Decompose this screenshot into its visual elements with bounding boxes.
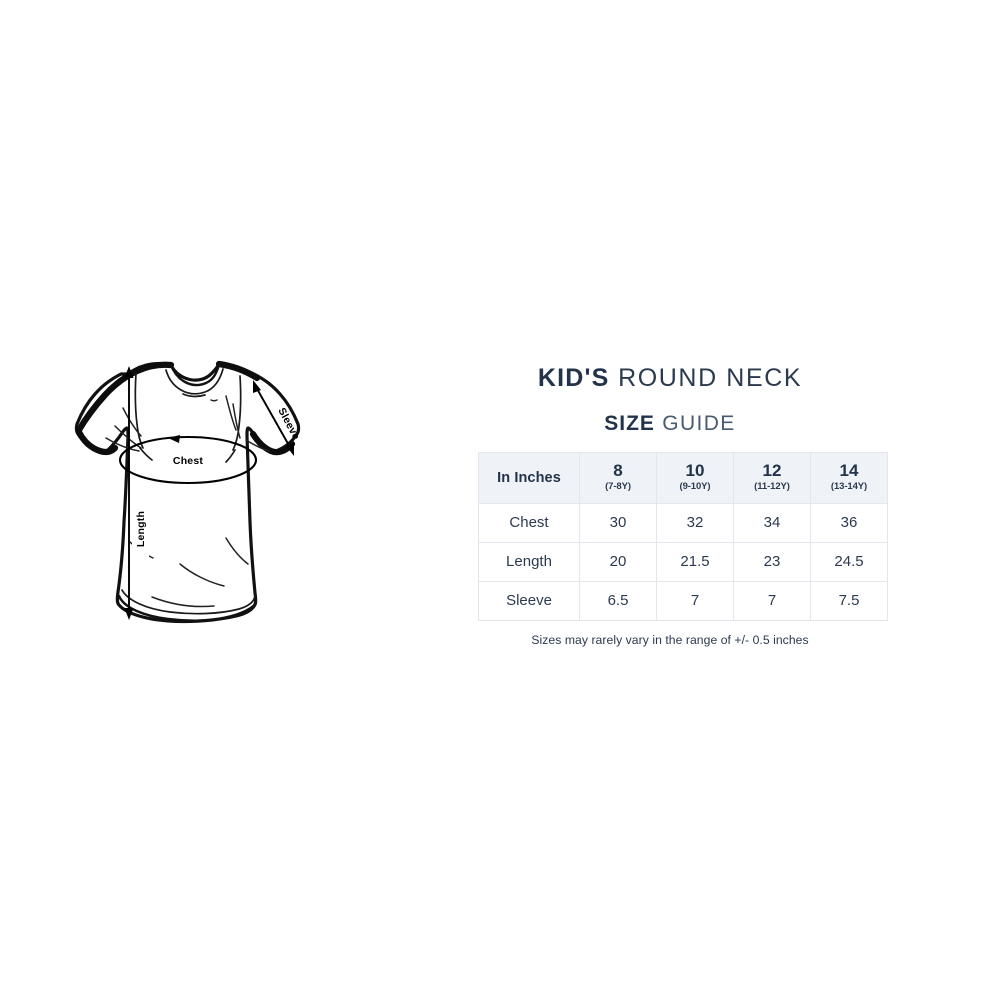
body-wrinkle-right bbox=[225, 537, 249, 565]
chest-value-14: 36 bbox=[810, 502, 888, 543]
left-fold-2 bbox=[114, 425, 142, 449]
size-header-cell-8: 8 (7-8Y) bbox=[579, 451, 657, 504]
length-value-12: 23 bbox=[733, 541, 811, 582]
page-subtitle-rest: GUIDE bbox=[662, 411, 736, 435]
size-variation-note: Sizes may rarely vary in the range of +/… bbox=[531, 632, 809, 647]
hem-outer bbox=[117, 594, 258, 622]
tshirt-left-sleeve-hem-heavy bbox=[75, 428, 119, 456]
size-header-age-8: (7-8Y) bbox=[605, 481, 631, 493]
table-row: Length 20 21.5 23 24.5 bbox=[478, 541, 888, 582]
sleeve-arrow-head-bottom bbox=[286, 443, 294, 456]
tshirt-sketch-svg: Chest Length Sleeve bbox=[74, 360, 302, 623]
length-label: Length bbox=[135, 511, 147, 547]
length-value-8: 20 bbox=[579, 541, 657, 582]
table-row: Sleeve 6.5 7 7 7.5 bbox=[478, 580, 888, 621]
size-header-number-8: 8 bbox=[613, 461, 623, 481]
unit-header-cell: In Inches bbox=[478, 451, 580, 504]
size-header-age-10: (9-10Y) bbox=[679, 481, 711, 493]
size-table-head: In Inches 8 (7-8Y) 10 (9-10Y) 12 (11-1 bbox=[478, 451, 888, 504]
length-value-10: 21.5 bbox=[656, 541, 734, 582]
page-subtitle: SIZE GUIDE bbox=[470, 412, 870, 436]
sleeve-value-14: 7.5 bbox=[810, 580, 888, 621]
right-fold-3 bbox=[245, 439, 270, 452]
chest-value-10: 32 bbox=[656, 502, 734, 543]
size-table-header-row: In Inches 8 (7-8Y) 10 (9-10Y) 12 (11-1 bbox=[478, 451, 888, 504]
left-fold-3 bbox=[105, 437, 140, 452]
chest-label: Chest bbox=[173, 455, 203, 467]
table-row: Chest 30 32 34 36 bbox=[478, 502, 888, 543]
sleeve-value-8: 6.5 bbox=[579, 580, 657, 621]
chest-ellipse bbox=[118, 435, 258, 485]
length-label-bg bbox=[132, 500, 149, 558]
measure-label-sleeve: Sleeve bbox=[478, 580, 580, 621]
left-sleeve-seam bbox=[134, 373, 144, 449]
size-header-number-12: 12 bbox=[762, 461, 782, 481]
tshirt-left-fold-group bbox=[105, 373, 153, 461]
tshirt-right-sleeve-hem-heavy bbox=[249, 430, 296, 456]
body-wrinkle-center bbox=[179, 563, 225, 587]
measure-label-length: Length bbox=[478, 541, 580, 582]
neckline-wrinkle bbox=[210, 399, 218, 402]
length-value-14: 24.5 bbox=[810, 541, 888, 582]
tshirt-right-shoulder-heavy bbox=[215, 360, 261, 382]
chest-arrow-head bbox=[168, 435, 180, 443]
page-title-strong: KID'S bbox=[537, 364, 610, 392]
neckline-inner-collar bbox=[165, 368, 224, 395]
length-measurement-group: Length bbox=[124, 366, 149, 620]
left-armpit bbox=[139, 447, 153, 461]
body-wrinkle-hem bbox=[151, 596, 215, 608]
length-arrow-head-top bbox=[124, 366, 134, 378]
left-fold-1 bbox=[122, 407, 142, 437]
sleeve-line bbox=[255, 386, 292, 450]
right-fold-2 bbox=[232, 403, 241, 439]
neckline-stitch bbox=[182, 393, 206, 398]
size-header-number-10: 10 bbox=[685, 461, 705, 481]
page-title-rest: ROUND NECK bbox=[618, 364, 803, 392]
neckline-outer bbox=[169, 362, 221, 387]
chest-label-bg bbox=[162, 452, 214, 468]
size-table: In Inches 8 (7-8Y) 10 (9-10Y) 12 (11-1 bbox=[478, 451, 888, 621]
tshirt-neckline-group bbox=[165, 362, 224, 402]
sleeve-value-10: 7 bbox=[656, 580, 734, 621]
chest-measurement-group: Chest bbox=[118, 435, 258, 485]
chest-value-8: 30 bbox=[579, 502, 657, 543]
size-guide-panel: KID'S ROUND NECK SIZE GUIDE In Inches 8 … bbox=[470, 364, 888, 647]
tshirt-illustration: Chest Length Sleeve bbox=[40, 352, 340, 642]
size-table-body: Chest 30 32 34 36 Length 20 21.5 23 24.5 bbox=[478, 502, 888, 621]
size-table-wrapper: In Inches 8 (7-8Y) 10 (9-10Y) 12 (11-1 bbox=[470, 451, 888, 647]
page-title: KID'S ROUND NECK bbox=[470, 364, 870, 394]
tshirt-hem-group bbox=[117, 589, 258, 622]
size-header-cell-14: 14 (13-14Y) bbox=[810, 451, 888, 504]
size-header-age-14: (13-14Y) bbox=[830, 481, 868, 493]
chest-value-12: 34 bbox=[733, 502, 811, 543]
length-arrow-head-bottom bbox=[124, 608, 134, 620]
tshirt-left-shoulder-heavy bbox=[75, 361, 175, 434]
size-header-cell-10: 10 (9-10Y) bbox=[656, 451, 734, 504]
right-armpit bbox=[225, 449, 236, 463]
unit-header-label: In Inches bbox=[497, 469, 561, 486]
hem-inner bbox=[121, 589, 256, 615]
size-header-age-12: (11-12Y) bbox=[754, 481, 790, 493]
size-header-cell-12: 12 (11-12Y) bbox=[733, 451, 811, 504]
size-header-number-14: 14 bbox=[839, 461, 859, 481]
page-subtitle-strong: SIZE bbox=[604, 411, 655, 435]
right-fold-1 bbox=[225, 395, 237, 431]
sleeve-arrow-head-top bbox=[253, 380, 261, 393]
measure-label-chest: Chest bbox=[478, 502, 580, 543]
sleeve-value-12: 7 bbox=[733, 580, 811, 621]
